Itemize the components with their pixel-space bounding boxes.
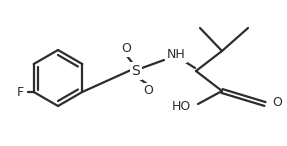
Text: NH: NH [167, 48, 186, 61]
Text: S: S [132, 64, 140, 78]
Text: O: O [143, 85, 153, 98]
Text: F: F [17, 86, 24, 99]
Text: HO: HO [172, 100, 191, 113]
Text: O: O [121, 42, 131, 55]
Text: O: O [272, 97, 282, 110]
